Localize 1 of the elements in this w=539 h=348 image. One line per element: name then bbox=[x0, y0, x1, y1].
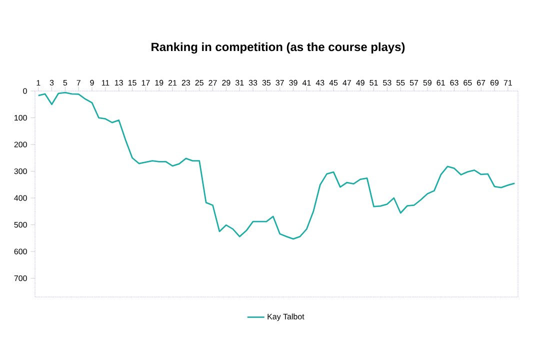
chart-title: Ranking in competition (as the course plays) bbox=[152, 42, 405, 54]
